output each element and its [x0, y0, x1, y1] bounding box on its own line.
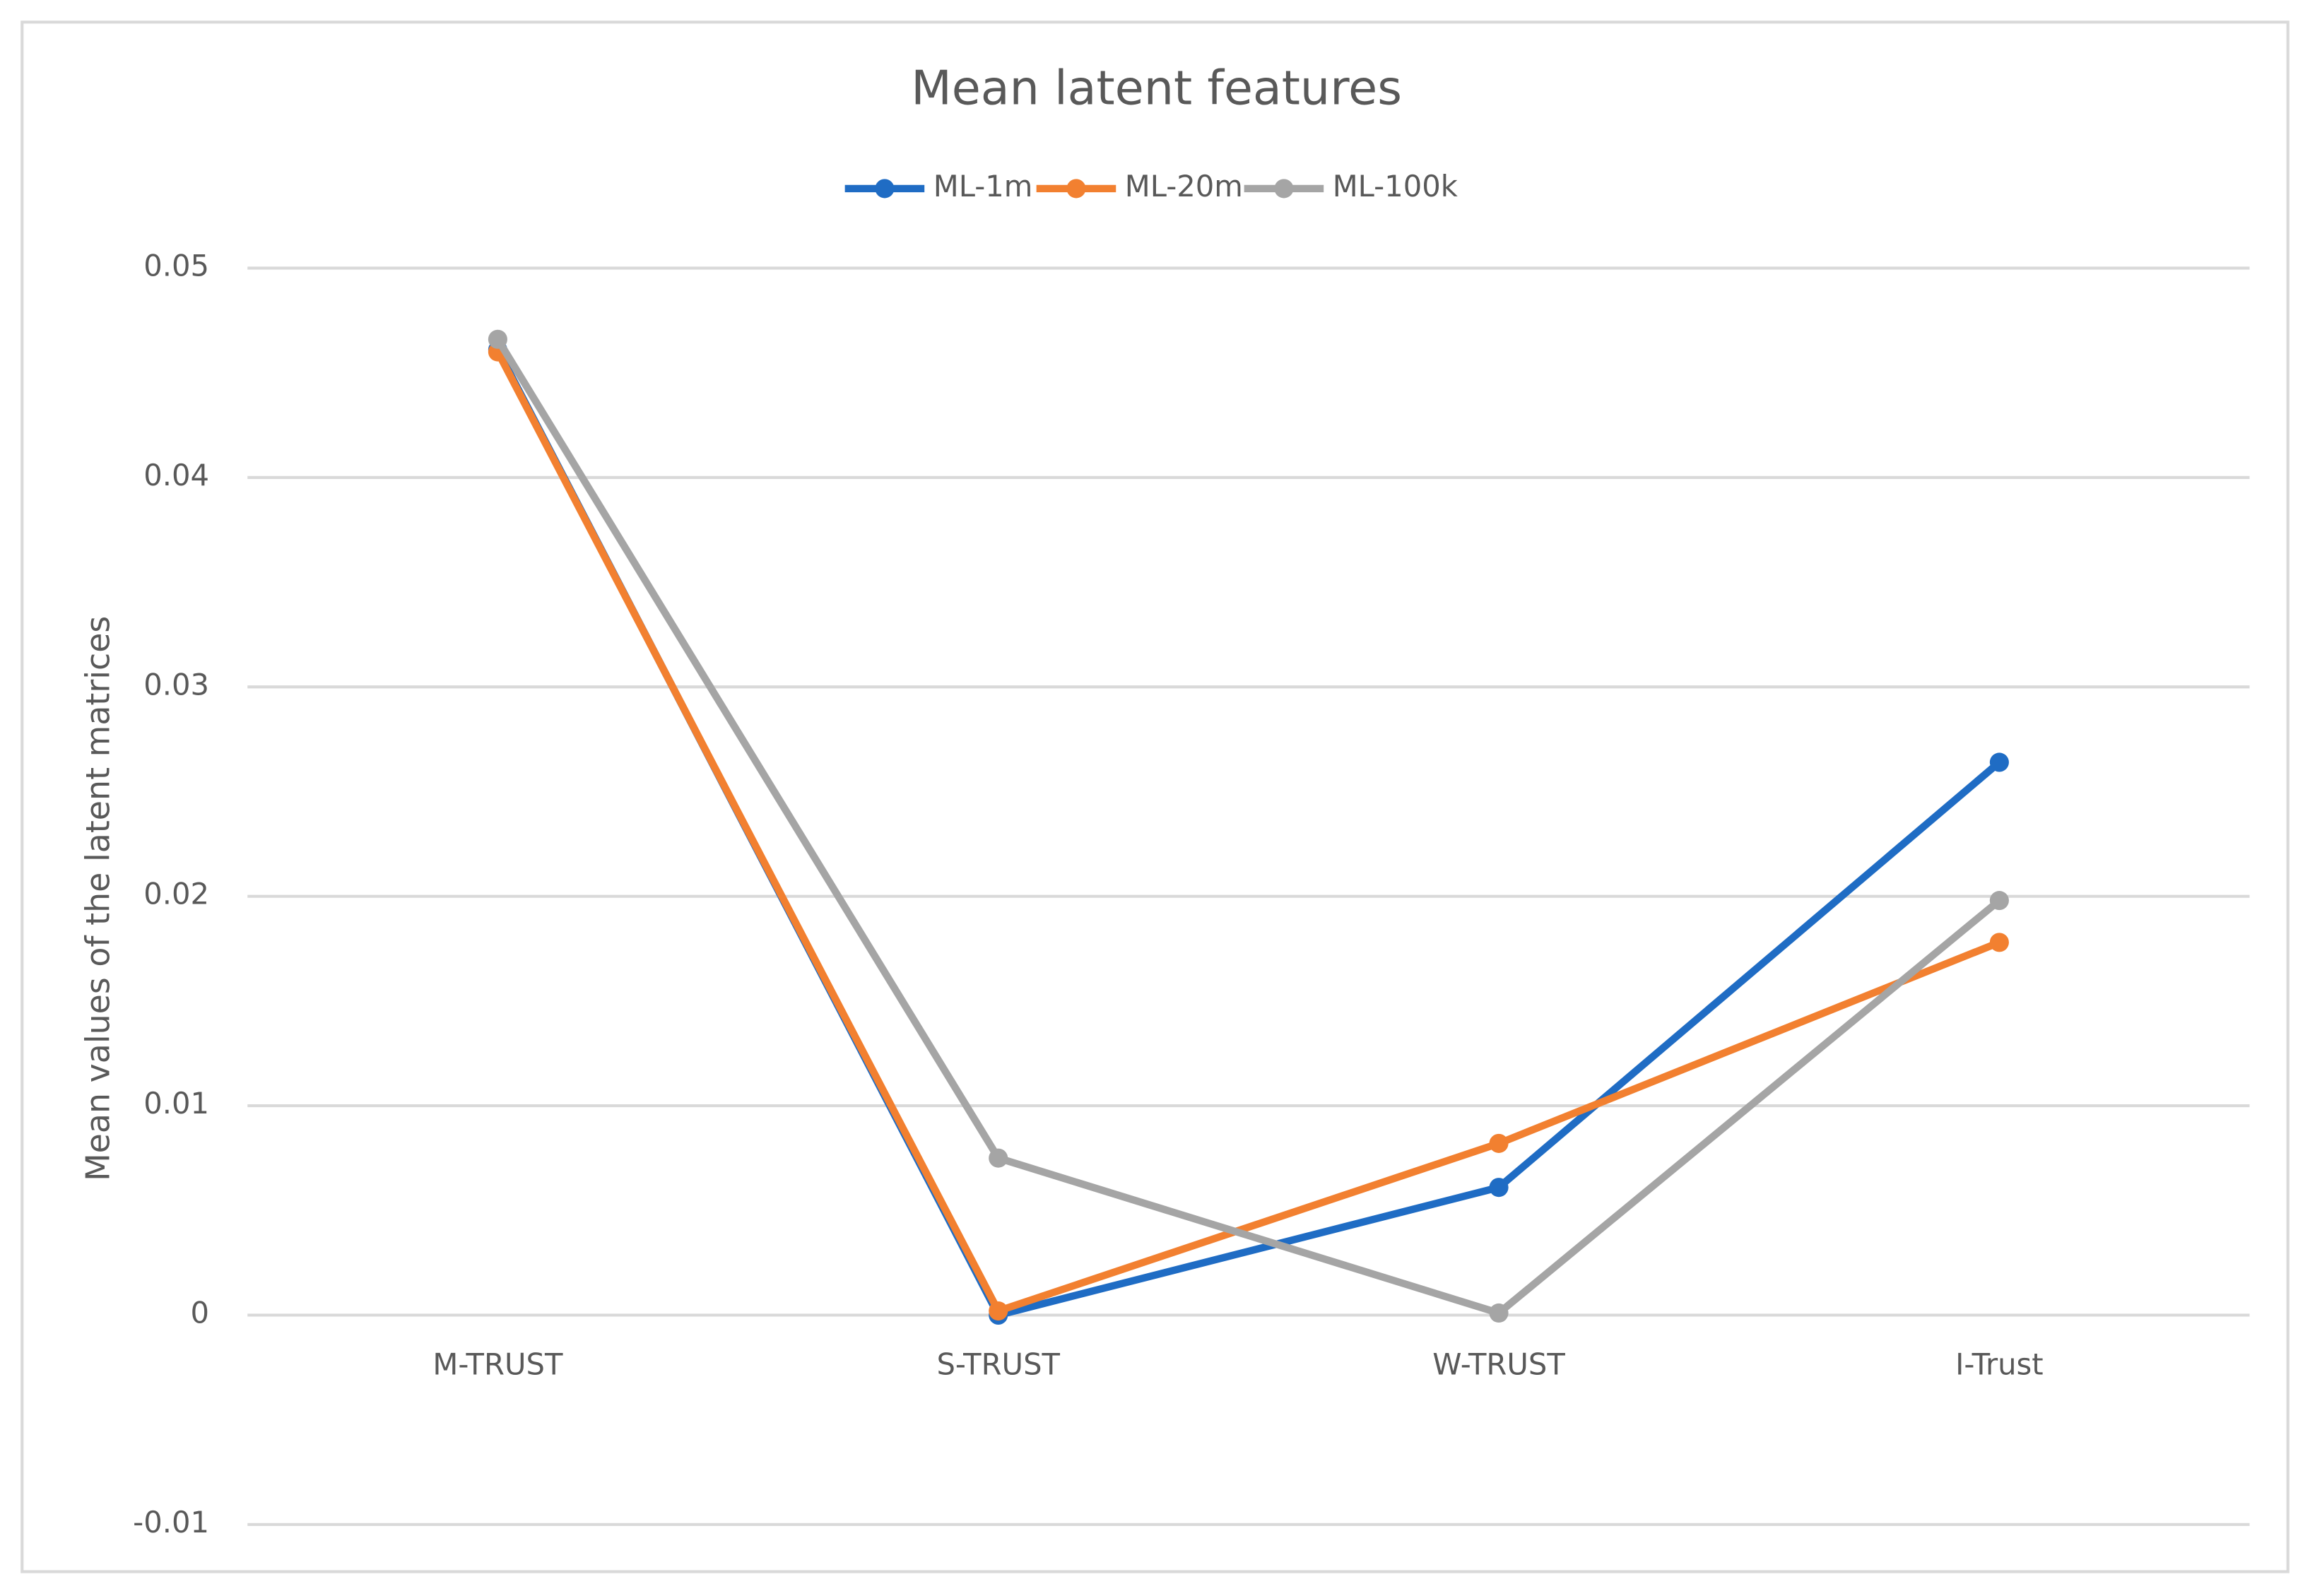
- data-point: [1989, 933, 2009, 952]
- data-point: [488, 329, 507, 349]
- data-point: [1989, 891, 2009, 911]
- chart-title: Mean latent features: [911, 60, 1402, 115]
- x-tick-label: W-TRUST: [1432, 1347, 1565, 1381]
- data-point: [1489, 1178, 1509, 1198]
- data-point: [989, 1301, 1008, 1321]
- legend-label: ML-20m: [1125, 169, 1243, 203]
- legend-marker: [1274, 179, 1294, 199]
- data-point: [1489, 1303, 1509, 1323]
- y-tick-label: 0.02: [143, 877, 209, 911]
- series-line: [494, 350, 2001, 1315]
- legend-marker: [1066, 179, 1086, 199]
- series-line: [494, 337, 2002, 1317]
- data-point: [1489, 1133, 1509, 1153]
- y-tick-label: -0.01: [133, 1505, 209, 1539]
- y-axis-label: Mean values of the latent matrices: [78, 616, 117, 1181]
- y-tick-label: 0.05: [143, 248, 209, 283]
- chart-border: [20, 20, 2290, 1573]
- data-point: [1989, 752, 2009, 772]
- y-tick-label: 0.03: [143, 667, 209, 702]
- y-tick-label: 0.04: [143, 458, 209, 492]
- data-point: [989, 1148, 1008, 1168]
- legend-label: ML-100k: [1333, 169, 1459, 203]
- x-tick-label: I-Trust: [1955, 1347, 2043, 1381]
- y-tick-label: 0: [191, 1295, 210, 1330]
- y-tick-label: 0.01: [143, 1086, 209, 1121]
- legend-label: ML-1m: [933, 169, 1033, 203]
- x-tick-label: S-TRUST: [936, 1347, 1060, 1381]
- x-tick-label: M-TRUST: [432, 1347, 563, 1381]
- legend-marker: [875, 179, 895, 199]
